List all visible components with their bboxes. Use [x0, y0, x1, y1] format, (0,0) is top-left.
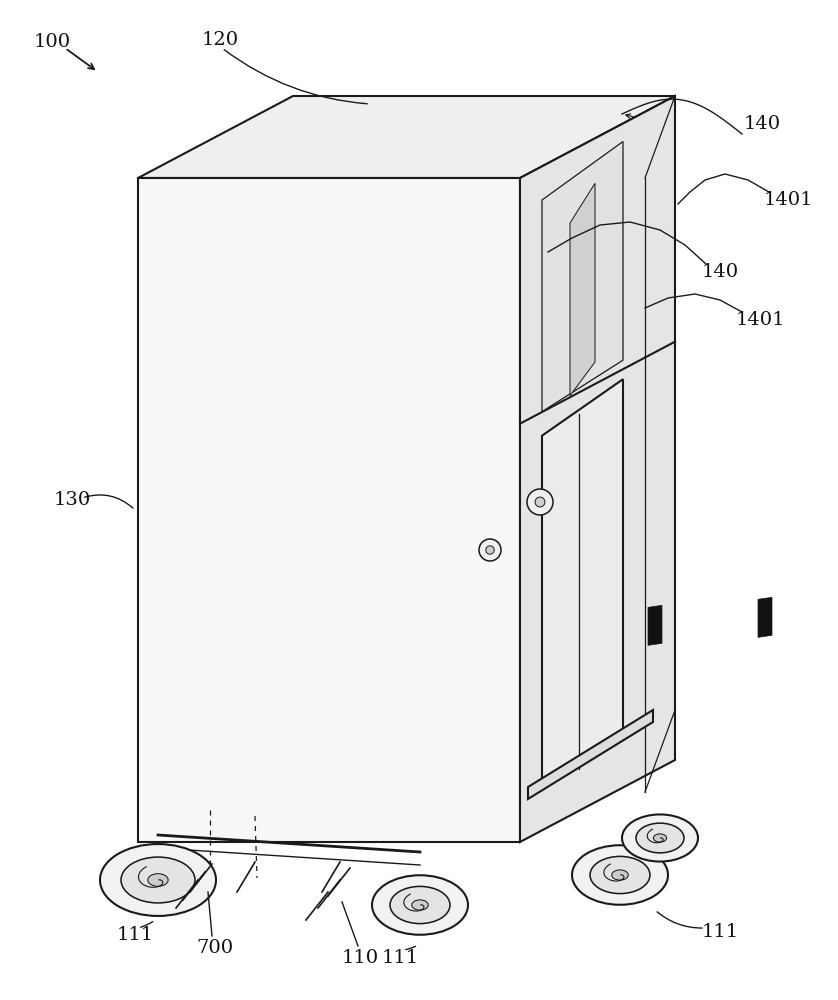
Text: 1401: 1401 — [735, 311, 784, 329]
Text: 140: 140 — [701, 263, 738, 281]
Text: 111: 111 — [701, 923, 738, 941]
Circle shape — [535, 497, 545, 507]
Polygon shape — [542, 379, 623, 787]
Ellipse shape — [372, 875, 468, 935]
Polygon shape — [138, 96, 675, 178]
Ellipse shape — [100, 844, 216, 916]
Text: 111: 111 — [381, 949, 418, 967]
Ellipse shape — [612, 870, 628, 880]
Ellipse shape — [147, 874, 168, 886]
Text: 1401: 1401 — [763, 191, 813, 209]
Circle shape — [479, 539, 501, 561]
Ellipse shape — [121, 857, 195, 903]
Ellipse shape — [654, 834, 666, 842]
Text: 120: 120 — [201, 31, 239, 49]
Ellipse shape — [572, 845, 668, 905]
Circle shape — [527, 489, 553, 515]
Ellipse shape — [411, 900, 428, 910]
Text: 110: 110 — [341, 949, 379, 967]
Circle shape — [486, 546, 494, 554]
Polygon shape — [648, 605, 662, 645]
Polygon shape — [542, 142, 623, 412]
Text: 130: 130 — [54, 491, 91, 509]
Polygon shape — [520, 96, 675, 842]
Ellipse shape — [590, 856, 650, 894]
Ellipse shape — [636, 823, 684, 853]
Polygon shape — [758, 597, 772, 637]
Ellipse shape — [390, 886, 450, 924]
Text: 140: 140 — [743, 115, 780, 133]
Polygon shape — [138, 178, 520, 842]
Polygon shape — [570, 183, 595, 396]
Ellipse shape — [622, 814, 698, 862]
Text: 100: 100 — [34, 33, 70, 51]
Text: 111: 111 — [116, 926, 153, 944]
Polygon shape — [528, 710, 653, 799]
Text: 700: 700 — [196, 939, 234, 957]
